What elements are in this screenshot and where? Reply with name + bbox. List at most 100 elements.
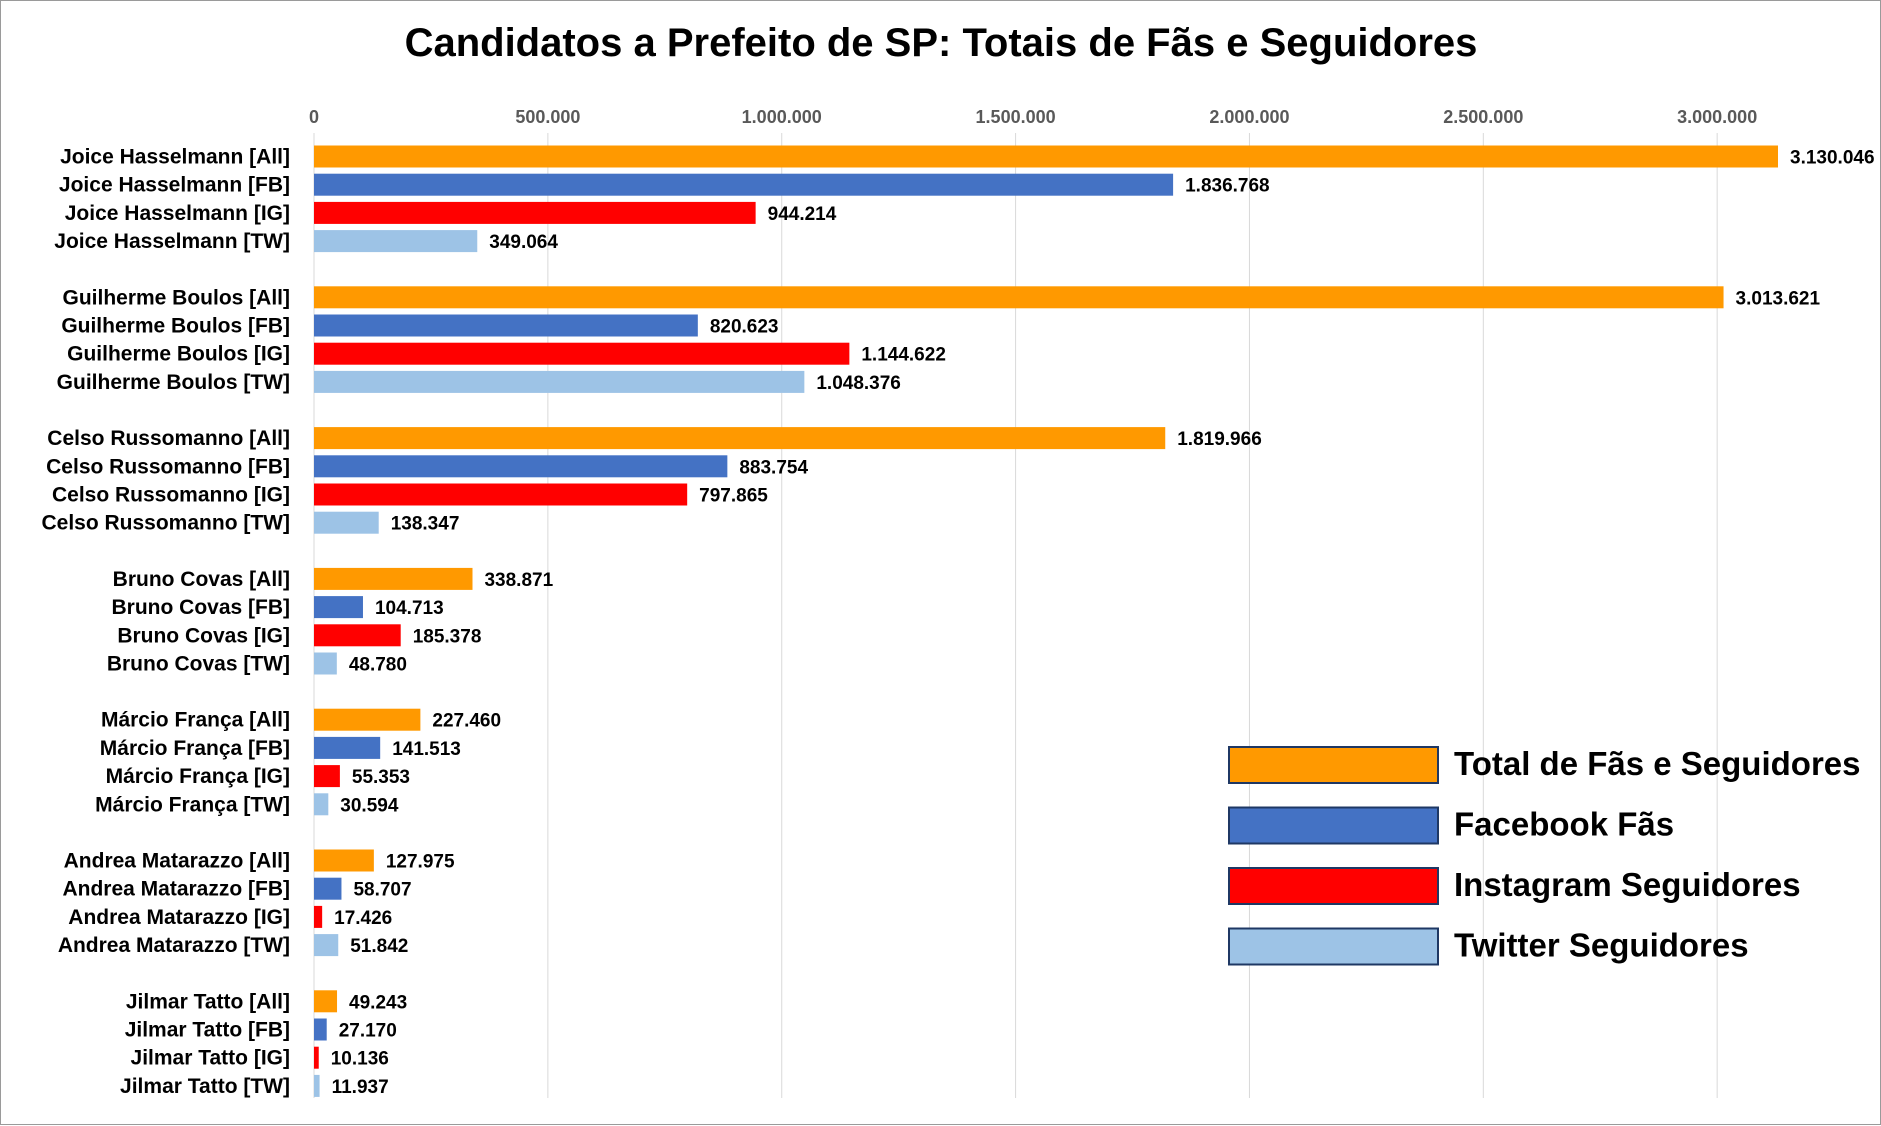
category-label: Bruno Covas [All]	[113, 568, 290, 591]
data-label: 3.130.046	[1790, 148, 1875, 169]
x-tick-label: 1.500.000	[976, 107, 1056, 127]
category-label: Jilmar Tatto [IG]	[131, 1047, 290, 1070]
legend-swatch	[1228, 806, 1439, 845]
legend-label: Facebook Fãs	[1454, 806, 1674, 843]
bar	[314, 596, 363, 619]
category-label: Guilherme Boulos [All]	[62, 286, 290, 309]
bar	[314, 145, 1778, 168]
x-tick-label: 3.000.000	[1677, 107, 1757, 127]
category-label: Márcio França [TW]	[95, 793, 290, 816]
legend-swatch	[1228, 746, 1439, 784]
category-label: Andrea Matarazzo [FB]	[62, 878, 290, 901]
data-label: 27.170	[339, 1021, 397, 1042]
x-axis-ticks: 0 500.000 1.000.000 1.500.000 2.000.000 2.500…	[309, 107, 1757, 127]
category-label: Andrea Matarazzo [All]	[64, 850, 290, 873]
category-label: Bruno Covas [IG]	[117, 624, 290, 647]
legend-swatch	[1228, 867, 1439, 905]
bar	[314, 286, 1724, 309]
bar	[314, 793, 329, 816]
x-tick-label: 500.000	[515, 107, 580, 127]
data-label: 944.214	[768, 204, 837, 225]
bar	[314, 849, 374, 872]
category-labels: Joice Hasselmann [All] Joice Hasselmann […	[41, 146, 290, 1098]
data-label: 338.871	[484, 570, 553, 591]
bar	[314, 652, 337, 675]
chart-title: Candidatos a Prefeito de SP: Totais de F…	[405, 21, 1478, 65]
category-label: Jilmar Tatto [TW]	[120, 1075, 290, 1098]
data-label: 127.975	[386, 852, 455, 873]
data-label: 30.594	[340, 795, 399, 816]
data-label: 185.378	[413, 626, 482, 647]
category-label: Márcio França [FB]	[100, 737, 290, 760]
category-label: Celso Russomanno [FB]	[46, 455, 290, 478]
category-label: Joice Hasselmann [All]	[60, 146, 290, 169]
bar	[314, 1018, 327, 1041]
x-tick-label: 1.000.000	[742, 107, 822, 127]
category-label: Jilmar Tatto [All]	[126, 990, 290, 1013]
bars	[314, 145, 1778, 1097]
bar	[314, 905, 323, 928]
legend-label: Twitter Seguidores	[1454, 927, 1749, 964]
data-label: 141.513	[392, 739, 461, 760]
data-label: 3.013.621	[1736, 288, 1821, 309]
bar	[314, 342, 850, 365]
data-label: 349.064	[489, 232, 558, 253]
legend-label: Total de Fãs e Seguidores	[1454, 745, 1861, 782]
data-label: 51.842	[350, 936, 408, 957]
legend-label: Instagram Seguidores	[1454, 866, 1801, 903]
category-label: Joice Hasselmann [TW]	[54, 230, 290, 253]
bar	[314, 483, 688, 506]
category-label: Celso Russomanno [TW]	[41, 512, 290, 535]
bar	[314, 230, 478, 253]
x-tick-label: 2.500.000	[1443, 107, 1523, 127]
data-label: 104.713	[375, 598, 444, 619]
legend-swatch	[1228, 927, 1439, 966]
data-label: 48.780	[349, 655, 407, 676]
data-label: 11.937	[332, 1077, 389, 1098]
data-label: 49.243	[349, 992, 407, 1013]
data-label: 17.426	[334, 908, 392, 929]
bar	[314, 455, 728, 478]
category-label: Márcio França [IG]	[106, 765, 290, 788]
category-label: Márcio França [All]	[101, 709, 290, 732]
bar	[314, 1074, 320, 1097]
category-label: Andrea Matarazzo [IG]	[68, 906, 290, 929]
category-label: Guilherme Boulos [TW]	[57, 371, 290, 394]
bar	[314, 314, 698, 337]
category-label: Bruno Covas [TW]	[107, 653, 290, 676]
bar	[314, 511, 379, 534]
x-tick-label: 2.000.000	[1209, 107, 1289, 127]
data-label: 797.865	[699, 486, 768, 507]
data-label: 227.460	[432, 711, 501, 732]
bar	[314, 624, 401, 647]
bar	[314, 173, 1174, 196]
bar	[314, 370, 805, 393]
bar	[314, 1046, 319, 1069]
data-label: 138.347	[391, 514, 460, 535]
bar	[314, 427, 1166, 450]
category-label: Bruno Covas [FB]	[112, 596, 291, 619]
category-label: Guilherme Boulos [FB]	[61, 315, 290, 338]
data-label: 58.707	[353, 880, 411, 901]
bar	[314, 934, 339, 957]
data-label: 1.819.966	[1177, 429, 1262, 450]
category-label: Celso Russomanno [IG]	[52, 484, 290, 507]
category-label: Jilmar Tatto [FB]	[125, 1019, 290, 1042]
data-label: 1.144.622	[861, 345, 946, 366]
data-label: 55.353	[352, 767, 410, 788]
legend: Total de Fãs e Seguidores Facebook Fãs Ins…	[1228, 745, 1861, 966]
bar	[314, 765, 340, 788]
data-label: 820.623	[710, 317, 779, 338]
data-label: 1.048.376	[816, 373, 901, 394]
bar	[314, 567, 473, 590]
bar	[314, 201, 756, 224]
bar	[314, 736, 381, 759]
bar	[314, 877, 342, 900]
category-label: Celso Russomanno [All]	[47, 427, 290, 450]
category-label: Joice Hasselmann [IG]	[65, 202, 290, 225]
data-label: 10.136	[331, 1049, 389, 1070]
bar	[314, 990, 338, 1013]
category-label: Guilherme Boulos [IG]	[67, 343, 290, 366]
